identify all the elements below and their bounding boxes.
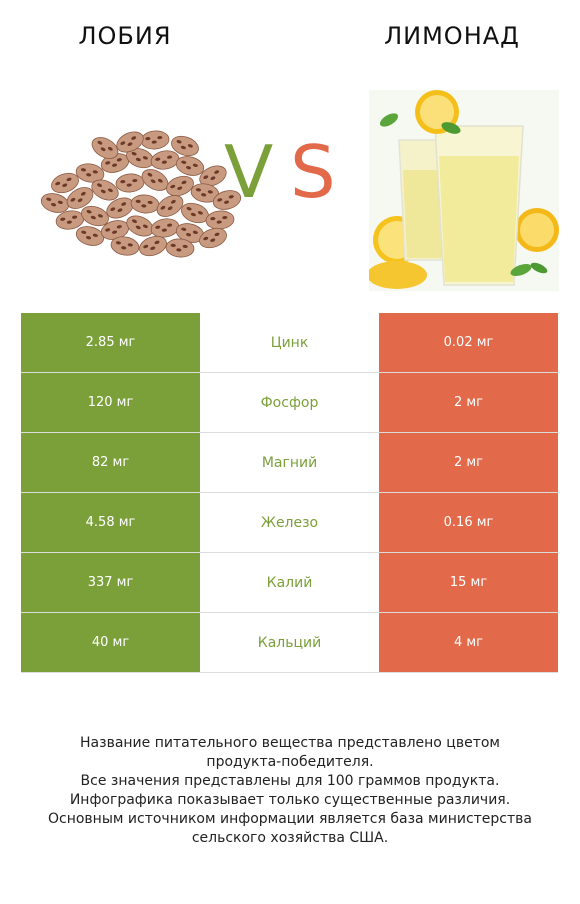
footer-line: сельского хозяйства США. [191, 830, 389, 846]
row-divider [21, 672, 558, 673]
footer-notes: Название питательного вещества представл… [20, 734, 560, 848]
footer-line: продукта-победителя. [206, 754, 374, 770]
row-divider [21, 552, 558, 553]
nutrient-name-cell: Калий [200, 553, 379, 612]
right-value-cell: 0.02 мг [379, 313, 558, 372]
row-divider [21, 432, 558, 433]
right-value-cell: 0.16 мг [379, 493, 558, 552]
nutrient-name-cell: Магний [200, 433, 379, 492]
row-divider [21, 492, 558, 493]
left-value-cell: 4.58 мг [21, 493, 200, 552]
footer-line: Название питательного вещества представл… [80, 735, 500, 751]
right-product-title: ЛИМОНАД [384, 22, 520, 50]
comparison-table: 2.85 мг Цинк 0.02 мг 120 мг Фосфор 2 мг 82 мг М… [21, 313, 558, 673]
footer-line: Основным источником информации является … [48, 811, 532, 827]
left-value-cell: 40 мг [21, 613, 200, 672]
vs-label: V S [222, 128, 352, 238]
table-row: 4.58 мг Железо 0.16 мг [21, 493, 558, 553]
left-value-cell: 120 мг [21, 373, 200, 432]
left-product-title: ЛОБИЯ [78, 22, 172, 50]
footer-line: Все значения представлены для 100 граммо… [80, 773, 500, 789]
nutrient-name-cell: Кальций [200, 613, 379, 672]
right-value-cell: 4 мг [379, 613, 558, 672]
table-row: 337 мг Калий 15 мг [21, 553, 558, 613]
lemonade-image [369, 90, 559, 291]
vs-s-letter: S [290, 130, 336, 214]
left-value-cell: 337 мг [21, 553, 200, 612]
table-row: 2.85 мг Цинк 0.02 мг [21, 313, 558, 373]
nutrient-name-cell: Цинк [200, 313, 379, 372]
row-divider [21, 372, 558, 373]
right-value-cell: 15 мг [379, 553, 558, 612]
beans-image [40, 130, 242, 258]
table-row: 82 мг Магний 2 мг [21, 433, 558, 493]
table-row: 120 мг Фосфор 2 мг [21, 373, 558, 433]
left-value-cell: 82 мг [21, 433, 200, 492]
left-value-cell: 2.85 мг [21, 313, 200, 372]
vs-v-letter: V [224, 130, 274, 214]
right-value-cell: 2 мг [379, 433, 558, 492]
nutrient-name-cell: Фосфор [200, 373, 379, 432]
table-row: 40 мг Кальций 4 мг [21, 613, 558, 673]
nutrient-name-cell: Железо [200, 493, 379, 552]
row-divider [21, 612, 558, 613]
right-value-cell: 2 мг [379, 373, 558, 432]
footer-line: Инфографика показывает только существенн… [69, 792, 511, 808]
